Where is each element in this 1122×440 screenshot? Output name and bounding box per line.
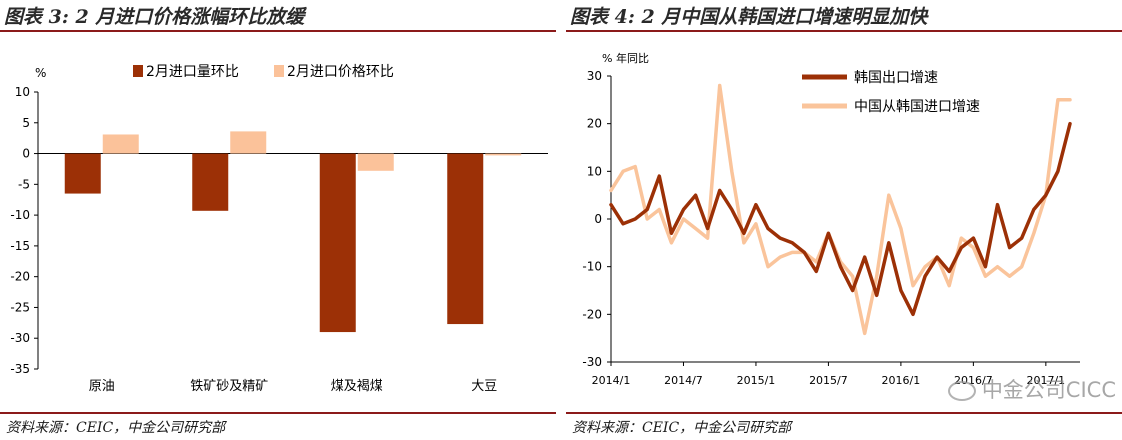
right-series-line-korea-export [609,121,1072,317]
left-bar-price [357,153,394,171]
left-bar-chart: % 10 5 0 -5 -10 -15 -20 -25 -30 -35 原油 铁矿砂及精矿 煤及褐煤 大豆 2… [10,64,548,394]
left-y-tick-label: -35 [10,362,30,376]
right-x-tick-label: 2017/1 [1026,374,1065,387]
left-title-rule [0,30,556,32]
right-y-tick-label: -20 [582,307,602,321]
left-source-note: 资料来源：CEIC，中金公司研究部 [6,420,226,436]
left-x-category-label: 煤及褐煤 [331,379,383,394]
right-y-tick-label: 20 [587,117,602,131]
left-y-tick-label: -15 [10,239,30,253]
right-x-tick-label: 2014/7 [664,374,703,387]
left-y-tick-label: -10 [10,208,30,222]
right-y-tick-label: 10 [587,164,602,178]
left-y-tick-label: 10 [15,85,30,99]
watermark: 中金公司CICC [947,374,1116,404]
right-title-rule [566,30,1122,32]
left-bar-volume [64,153,101,194]
left-legend-label: 2月进口量环比 [146,64,239,80]
right-x-tick-label: 2016/1 [882,374,921,387]
left-y-unit-label: % [35,66,46,80]
right-legend-label: 韩国出口增速 [854,70,938,86]
left-y-tick-label: -20 [10,270,30,284]
left-y-tick-label: -25 [10,300,30,314]
right-legend-label: 中国从韩国进口增速 [854,99,980,115]
left-x-category-label: 铁矿砂及精矿 [190,379,268,394]
left-x-category-label: 大豆 [471,379,497,394]
left-x-category-label: 原油 [89,379,115,394]
left-legend-swatch [133,65,143,77]
left-chart-panel: 图表 3: 2 月进口价格涨幅环比放缓 % 10 5 0 -5 -10 -15 -20 -25 -… [0,0,556,440]
right-chart-panel: 图表 4: 2 月中国从韩国进口增速明显加快 % 年同比 30 20 10 0 -10 -2… [566,0,1122,440]
right-y-tick-label: 0 [594,212,602,226]
left-bar-price [485,153,522,156]
left-bar-price [230,131,267,154]
left-bar-volume [192,153,229,211]
left-chart-title: 图表 3: 2 月进口价格涨幅环比放缓 [4,6,305,28]
left-bar-volume [319,153,356,333]
right-y-tick-label: 30 [587,69,602,83]
left-y-tick-label: -30 [10,331,30,345]
left-bar-volume [447,153,484,325]
right-y-unit-label: % 年同比 [602,51,649,65]
right-source-rule [566,412,1122,414]
left-y-tick-label: 0 [22,147,30,161]
left-legend-swatch [274,65,284,77]
left-y-tick-label: -5 [18,177,30,191]
wechat-icon [947,381,976,401]
right-chart-title: 图表 4: 2 月中国从韩国进口增速明显加快 [570,6,928,28]
right-x-tick-label: 2015/7 [809,374,848,387]
left-source-rule [0,412,556,414]
left-y-tick-label: 5 [22,116,30,130]
right-source-note: 资料来源：CEIC，中金公司研究部 [572,420,792,436]
right-y-tick-label: -10 [582,260,602,274]
right-x-tick-label: 2014/1 [592,374,631,387]
left-legend-label: 2月进口价格环比 [287,64,394,80]
right-series-line-china-import [609,83,1072,336]
right-x-tick-label: 2015/1 [737,374,776,387]
right-y-tick-label: -30 [582,355,602,369]
left-bar-price [102,134,139,154]
